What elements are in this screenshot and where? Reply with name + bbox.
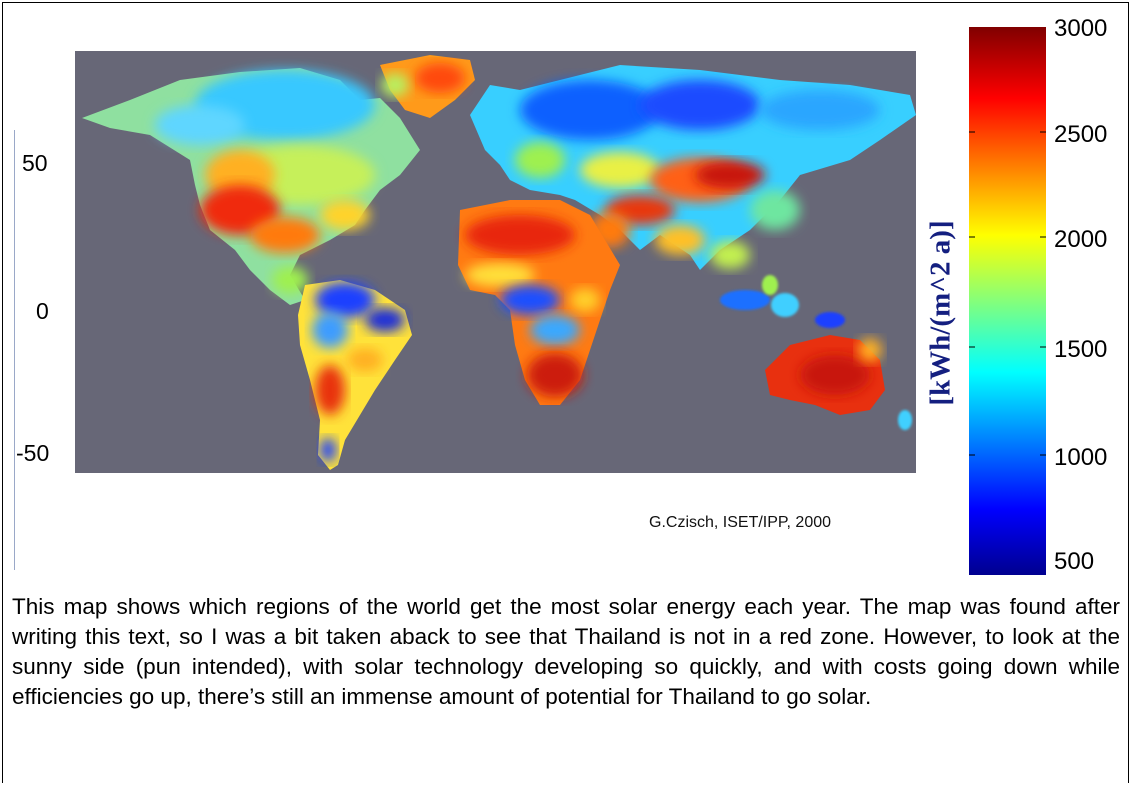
lat-label-minus50: -50 [16,440,50,466]
africa [458,200,620,405]
eurasia [470,65,916,270]
caption-text: This map shows which regions of the worl… [12,594,1120,709]
south-america [298,280,412,470]
colorbar-tick-3000: 3000 [1054,15,1108,42]
colorbar [969,27,1046,575]
colorbar-ticks [969,131,1046,456]
colorbar-tick-1500: 1500 [1054,336,1108,363]
lat-label-0: 0 [36,298,49,324]
greenland [380,55,475,118]
australia [765,335,912,430]
colorbar-tick-2000: 2000 [1054,226,1108,253]
colorbar-tick-500: 500 [1054,548,1095,575]
colorbar-tick-2500: 2500 [1054,121,1108,148]
colorbar-tick-1000: 1000 [1054,444,1108,471]
north-america [82,68,420,305]
colorbar-unit-label: [kWh/(m^2 a)] [924,220,957,406]
map-credit: G.Czisch, ISET/IPP, 2000 [649,514,832,531]
se-asia [720,275,845,328]
lat-label-50: 50 [22,150,48,176]
left-rule [14,130,15,570]
